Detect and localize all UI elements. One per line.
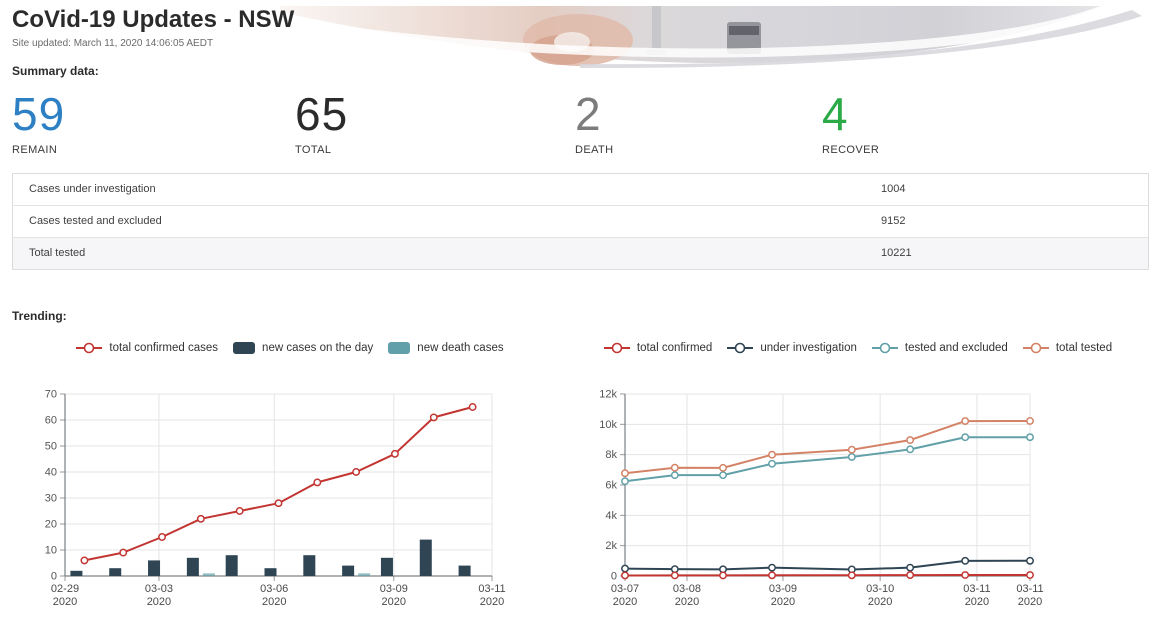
legend-label: total confirmed cases — [109, 341, 219, 354]
trending-heading: Trending: — [12, 308, 67, 323]
legend-item[interactable]: total tested — [1022, 341, 1113, 354]
svg-text:50: 50 — [45, 440, 57, 452]
daily-cases-chart: 0 10 20 30 40 50 60 70 02-29 2020 03-03 2020 03-06 20… — [45, 388, 506, 608]
daily-chart-block: total confirmed cases new cases on the da… — [15, 339, 565, 620]
cumulative-tests-chart: 0 2k 4k 6k 8k 10k 12k 03-07 2020 03-08 2020 03-09 20… — [599, 388, 1043, 608]
row-label: Cases tested and excluded — [29, 215, 162, 228]
summary-table: Cases under investigation 1004 Cases tes… — [12, 172, 1149, 270]
row-value: 1004 — [881, 183, 906, 196]
svg-text:4k: 4k — [605, 509, 617, 521]
daily-chart-legend: total confirmed cases new cases on the da… — [15, 339, 565, 357]
svg-text:0: 0 — [51, 570, 57, 582]
death-value: 2 — [575, 87, 602, 140]
legend-line-marker — [1022, 342, 1049, 353]
legend-item[interactable]: tested and excluded — [871, 341, 1008, 354]
legend-label: new cases on the day — [262, 341, 374, 354]
legend-item[interactable]: new death cases — [388, 341, 504, 354]
row-label: Cases under investigation — [29, 183, 156, 196]
stat-total: 65 TOTAL — [295, 91, 348, 156]
legend-line-marker — [603, 342, 630, 353]
summary-heading: Summary data: — [12, 63, 99, 78]
charts-row: total confirmed cases new cases on the da… — [0, 339, 1161, 620]
summary-cards: 59 REMAIN 65 TOTAL 2 DEATH 4 RECOVER — [0, 91, 1161, 163]
legend-line-marker — [727, 342, 754, 353]
svg-text:2k: 2k — [605, 540, 617, 552]
svg-text:10: 10 — [45, 544, 57, 556]
row-value: 9152 — [881, 215, 906, 228]
table-row: Total tested 10221 — [13, 237, 1148, 269]
remain-label: REMAIN — [12, 143, 58, 156]
legend-swatch — [233, 341, 256, 354]
legend-label: under investigation — [760, 341, 857, 354]
svg-text:8k: 8k — [605, 449, 617, 461]
cumulative-chart-legend: total confirmed under investigation tested… — [565, 339, 1151, 357]
total-label: TOTAL — [295, 143, 332, 156]
svg-text:60: 60 — [45, 414, 57, 426]
page-title: CoVid-19 Updates - NSW — [12, 6, 295, 33]
sink-edge — [646, 50, 666, 55]
stat-recover: 4 RECOVER — [822, 91, 879, 156]
recover-label: RECOVER — [822, 143, 880, 156]
svg-text:70: 70 — [45, 388, 57, 400]
svg-text:12k: 12k — [599, 388, 617, 400]
recover-value: 4 — [822, 87, 849, 140]
row-label: Total tested — [29, 247, 86, 260]
site-updated-timestamp: Site updated: March 11, 2020 14:06:05 AE… — [12, 37, 214, 49]
legend-label: new death cases — [417, 341, 504, 354]
row-value: 10221 — [881, 247, 912, 260]
legend-item[interactable]: under investigation — [727, 342, 857, 354]
legend-swatch — [388, 341, 411, 354]
svg-text:40: 40 — [45, 466, 57, 478]
cumulative-chart-block: total confirmed under investigation tested… — [565, 339, 1151, 620]
stat-death: 2 DEATH — [575, 91, 613, 156]
table-row: Cases tested and excluded 9152 — [13, 205, 1148, 238]
svg-text:6k: 6k — [605, 479, 617, 491]
svg-text:30: 30 — [45, 492, 57, 504]
legend-label: total confirmed — [636, 341, 713, 354]
svg-text:10k: 10k — [599, 418, 617, 430]
death-label: DEATH — [575, 143, 614, 156]
total-value: 65 — [295, 87, 349, 140]
legend-line-marker — [76, 342, 103, 353]
legend-label: total tested — [1055, 341, 1113, 354]
svg-text:20: 20 — [45, 518, 57, 530]
svg-text:0: 0 — [611, 570, 617, 582]
legend-item[interactable]: total confirmed cases — [76, 342, 218, 354]
legend-item[interactable]: total confirmed — [603, 341, 713, 354]
legend-label: tested and excluded — [904, 341, 1008, 354]
legend-line-marker — [871, 342, 898, 353]
remain-value: 59 — [12, 87, 66, 140]
table-row: Cases under investigation 1004 — [13, 173, 1148, 206]
legend-item[interactable]: new cases on the day — [233, 341, 374, 354]
stat-remain: 59 REMAIN — [12, 91, 65, 156]
